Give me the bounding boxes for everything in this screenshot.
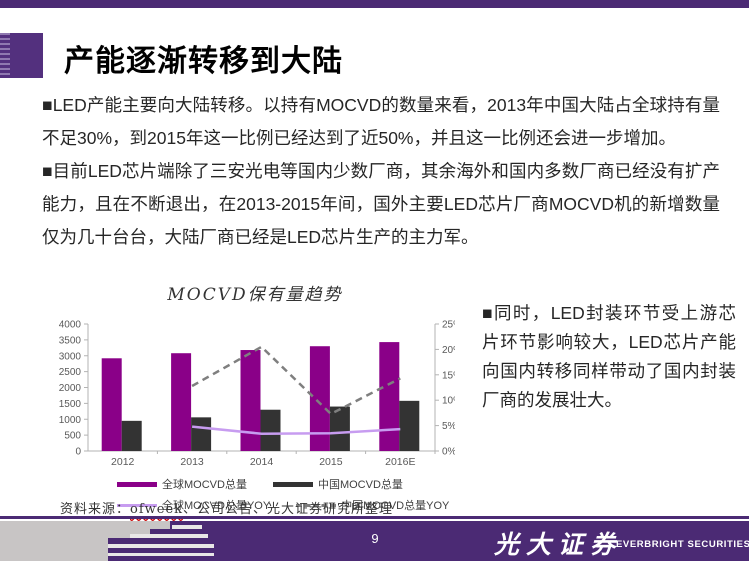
right-tick-label: 5% — [442, 421, 455, 432]
legend-label: 全球MOCVD总量YOY — [162, 500, 271, 512]
bar-china — [260, 409, 281, 451]
left-tick-label: 0 — [75, 447, 81, 458]
left-tick-label: 500 — [64, 431, 81, 442]
title-accent-square — [0, 33, 43, 78]
side-note: ■同时，LED封装环节受上游芯片环节影响较大，LED芯片产能向国内转移同样带动了… — [482, 303, 736, 410]
logo-step — [150, 529, 212, 534]
legend-label: 中国MOCVD总量YOY — [341, 500, 450, 512]
right-tick-label: 20% — [442, 345, 455, 356]
left-tick-label: 3500 — [59, 335, 82, 346]
logo-step — [108, 548, 214, 553]
brand-name-english: EVERBRIGHT SECURITIES — [616, 539, 749, 550]
legend-item-china-yoy: 中国MOCVD总量YOY — [296, 497, 449, 513]
page-number: 9 — [371, 531, 379, 546]
bar-global — [171, 353, 192, 451]
left-tick-label: 2500 — [59, 367, 82, 378]
source-note: 资料来源：ofweek、公司公告、光大证券研究所整理 — [60, 498, 393, 517]
right-tick-label: 0% — [442, 447, 455, 458]
legend-item-global-yoy: 全球MOCVD总量YOY — [117, 497, 270, 513]
right-tick-label: 15% — [442, 370, 455, 381]
body-text: ■LED产能主要向大陆转移。以持有MOCVD的数量来看，2013年中国大陆占全球… — [42, 89, 720, 254]
bar-china — [399, 400, 420, 451]
legend-swatch-china-dash-icon — [296, 503, 337, 507]
right-tick-label: 10% — [442, 396, 455, 407]
mocvd-chart-svg: 0 500 1000 1500 2000 2500 3000 3500 4000 0% 5% 10% 1… — [59, 320, 462, 469]
x-tick-label: 2014 — [250, 456, 274, 468]
legend-row-1: 全球MOCVD总量 中国MOCVD总量 — [117, 476, 447, 492]
line-china-yoy — [191, 345, 401, 416]
x-tick-label: 2016E — [385, 456, 415, 468]
left-tick-label: 1500 — [59, 399, 82, 410]
bar-global — [240, 350, 261, 451]
source-prefix: 资料来源： — [60, 502, 131, 517]
logo-step — [172, 525, 202, 529]
bar-china — [329, 406, 350, 451]
bar-china — [121, 420, 142, 451]
legend-label: 中国MOCVD总量 — [317, 479, 403, 491]
mocvd-chart: MOCVD保有量趋势 0 500 1000 1500 2000 2500 3000 3500 4… — [55, 280, 462, 518]
right-tick-label: 25% — [442, 320, 455, 331]
x-tick-label: 2012 — [111, 456, 135, 468]
source-highlight: ofweek — [130, 502, 184, 517]
x-tick-label: 2013 — [180, 456, 204, 468]
chart-title: MOCVD保有量趋势 — [167, 285, 343, 305]
bar-global — [101, 358, 122, 451]
bar-china — [191, 417, 212, 451]
bar-global — [309, 346, 330, 451]
logo-step — [108, 556, 214, 561]
top-accent-bar — [0, 0, 749, 8]
left-tick-label: 1000 — [59, 415, 82, 426]
bar-global — [379, 342, 400, 451]
footer-hairline — [0, 516, 749, 519]
legend-row-2: 全球MOCVD总量YOY 中国MOCVD总量YOY — [117, 497, 449, 513]
logo-step — [108, 544, 214, 548]
legend-item-china-total: 中国MOCVD总量 — [272, 476, 403, 492]
logo-step — [130, 534, 208, 538]
legend-swatch-global-line-icon — [117, 503, 157, 507]
legend-item-global-total: 全球MOCVD总量 — [117, 476, 247, 492]
logo-step — [108, 538, 214, 544]
paragraph-mocvd-share: ■LED产能主要向大陆转移。以持有MOCVD的数量来看，2013年中国大陆占全球… — [42, 95, 720, 148]
chart-legend: 全球MOCVD总量 中国MOCVD总量 全球MOCVD总量YOY 中国MOCVD… — [117, 476, 449, 513]
line-global-yoy — [191, 425, 401, 435]
source-rest: 、公司公告、光大证券研究所整理 — [183, 502, 394, 517]
legend-swatch-china-bar-icon — [272, 481, 313, 487]
title-accent-stripes-icon — [0, 33, 10, 78]
left-tick-label: 2000 — [59, 383, 82, 394]
left-tick-label: 4000 — [59, 320, 82, 331]
brand-name-chinese: 光大证券 — [494, 530, 623, 559]
page-title: 产能逐渐转移到大陆 — [64, 45, 343, 78]
logo-step — [108, 553, 214, 556]
x-tick-label: 2015 — [319, 456, 343, 468]
legend-swatch-global-bar-icon — [117, 481, 157, 487]
paragraph-chip-makers: ■目前LED芯片端除了三安光电等国内少数厂商，其余海外和国内多数厂商已经没有扩产… — [42, 161, 720, 247]
left-tick-label: 3000 — [59, 351, 82, 362]
legend-label: 全球MOCVD总量 — [162, 479, 247, 491]
